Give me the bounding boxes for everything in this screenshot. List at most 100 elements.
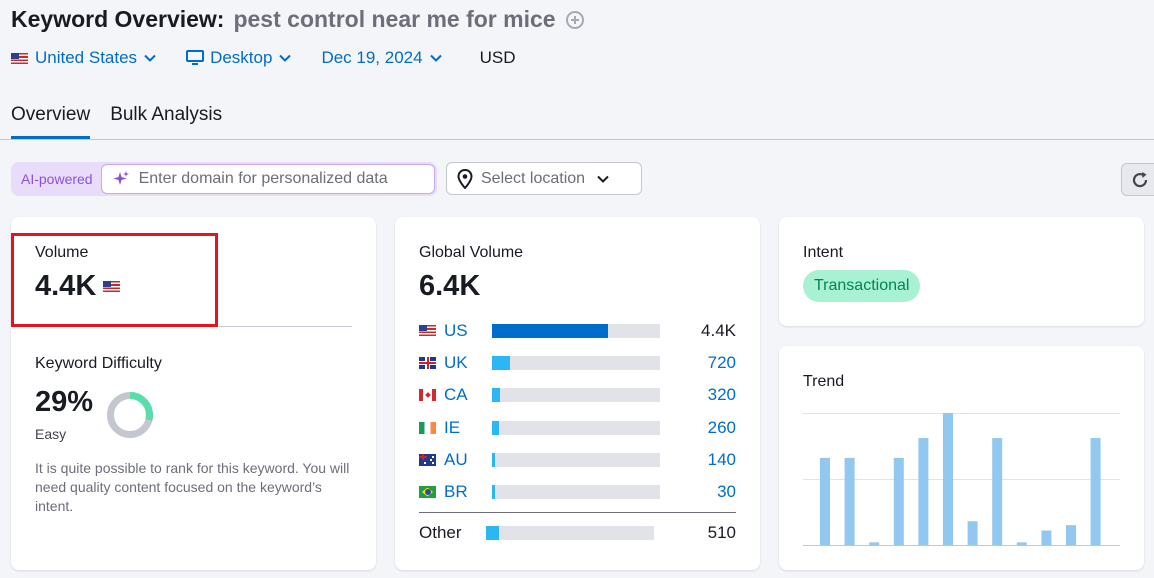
us-flag-icon: [11, 52, 28, 64]
country-bar-fill: [492, 356, 511, 370]
country-row-ie[interactable]: IE 260: [419, 418, 736, 438]
trend-bar[interactable]: [967, 521, 978, 545]
tab-overview[interactable]: Overview: [11, 104, 91, 139]
flag-ie-icon: [419, 422, 436, 434]
location-placeholder: Select location: [481, 169, 586, 187]
country-row-uk[interactable]: UK 720: [419, 353, 736, 373]
kd-label: Keyword Difficulty: [35, 355, 162, 372]
country-code[interactable]: BR: [444, 482, 468, 501]
flag-us-icon: [419, 325, 436, 337]
trend-label: Trend: [803, 373, 845, 390]
domain-input[interactable]: Enter domain for personalized data: [100, 164, 435, 194]
volume-highlight-box: [11, 233, 218, 327]
domain-input-placeholder: Enter domain for personalized data: [138, 170, 388, 187]
kd-value: 29%: [35, 386, 94, 418]
trend-bar[interactable]: [918, 438, 929, 545]
country-bar-fill: [492, 324, 608, 338]
country-bar-track: [492, 324, 660, 338]
card-divider: [219, 326, 352, 327]
refresh-icon: [1132, 171, 1148, 187]
chevron-down-icon: [429, 54, 442, 62]
trend-bar[interactable]: [992, 438, 1003, 545]
refresh-button[interactable]: [1121, 163, 1154, 196]
country-bar-fill: [492, 453, 496, 467]
ai-domain-box: AI-powered Enter domain for personalized…: [11, 162, 437, 196]
volume-card: Volume 4.4K Keyword Difficulty 29% Easy …: [11, 217, 376, 570]
kd-level: Easy: [35, 426, 67, 442]
add-to-list-icon[interactable]: [565, 10, 584, 29]
trend-card: Trend: [779, 346, 1144, 570]
country-bar-track: [492, 485, 660, 499]
country-bar-track: [492, 421, 660, 435]
global-volume-value: 6.4K: [419, 270, 481, 302]
country-code[interactable]: US: [444, 321, 468, 340]
volume-label: Volume: [35, 244, 89, 261]
tab-bulk-analysis[interactable]: Bulk Analysis: [110, 104, 223, 125]
trend-bar[interactable]: [1016, 542, 1027, 545]
keyword-text: pest control near me for mice: [233, 6, 556, 32]
intent-badge: Transactional: [803, 270, 921, 302]
country-row-other: Other 510: [419, 523, 736, 543]
country-bar-track: [492, 388, 660, 402]
flag-ca-icon: [419, 389, 436, 401]
country-volume[interactable]: 320: [707, 385, 736, 404]
country-label: United States: [35, 48, 138, 67]
sparkle-icon: [113, 171, 129, 185]
country-volume[interactable]: 140: [707, 450, 736, 469]
currency-label: USD: [479, 48, 516, 67]
flag-au-icon: [419, 454, 436, 466]
country-volume[interactable]: 720: [707, 353, 736, 372]
trend-bar[interactable]: [1066, 525, 1076, 545]
country-row-br[interactable]: BR 30: [419, 482, 736, 502]
location-select[interactable]: Select location: [446, 162, 642, 195]
location-pin-icon: [457, 168, 473, 189]
trend-bar[interactable]: [1090, 438, 1101, 545]
country-bar-fill: [492, 421, 499, 435]
intent-card: Intent Transactional: [779, 217, 1144, 326]
tab-divider: [0, 139, 1154, 140]
country-dropdown[interactable]: United States: [11, 48, 156, 68]
country-code[interactable]: IE: [444, 418, 461, 437]
trend-bar[interactable]: [893, 457, 904, 545]
device-dropdown[interactable]: Desktop: [186, 48, 292, 68]
volume-value: 4.4K: [35, 270, 97, 302]
other-label: Other: [419, 523, 462, 542]
date-label: Dec 19, 2024: [321, 48, 423, 67]
country-code[interactable]: AU: [444, 450, 468, 469]
kd-donut-chart: [107, 392, 153, 438]
us-flag-icon: [103, 281, 121, 292]
tab-bar: Overview Bulk Analysis: [11, 104, 242, 139]
intent-label: Intent: [803, 244, 844, 261]
trend-bar[interactable]: [1041, 530, 1052, 545]
country-bar-track: [492, 356, 660, 370]
flag-uk-icon: [419, 357, 436, 369]
other-value: 510: [707, 523, 736, 542]
kd-description: It is quite possible to rank for this ke…: [35, 460, 350, 514]
country-bar-track: [492, 453, 660, 467]
global-volume-label: Global Volume: [419, 244, 524, 261]
kd-donut-fill: [107, 392, 153, 438]
trend-bar[interactable]: [943, 413, 953, 545]
country-row-au[interactable]: AU 140: [419, 450, 736, 470]
volume-value-row: 4.4K: [35, 270, 121, 303]
trend-bar[interactable]: [820, 457, 830, 545]
title-row: Keyword Overview: pest control near me f…: [11, 6, 584, 33]
device-label: Desktop: [210, 48, 273, 67]
country-code[interactable]: UK: [444, 353, 468, 372]
ai-powered-badge: AI-powered: [21, 171, 93, 187]
trend-bar[interactable]: [844, 457, 855, 545]
country-volume[interactable]: 260: [707, 418, 736, 437]
flag-br-icon: [419, 486, 436, 498]
trend-bar-chart: [803, 413, 1120, 546]
country-row-ca[interactable]: CA 320: [419, 385, 736, 405]
country-code[interactable]: CA: [444, 385, 468, 404]
trend-bar[interactable]: [869, 542, 880, 545]
country-row-us[interactable]: US 4.4K: [419, 321, 736, 341]
country-volume: 4.4K: [701, 321, 736, 340]
filter-bar: United States Desktop Dec 19, 2024 USD: [11, 48, 515, 68]
date-dropdown[interactable]: Dec 19, 2024: [321, 48, 442, 68]
country-volume[interactable]: 30: [717, 482, 736, 501]
global-volume-card: Global Volume 6.4K US 4.4K UK 720 CA 320 IE 260…: [395, 217, 760, 570]
chevron-down-icon: [597, 175, 609, 183]
other-bar-track: [486, 526, 654, 540]
